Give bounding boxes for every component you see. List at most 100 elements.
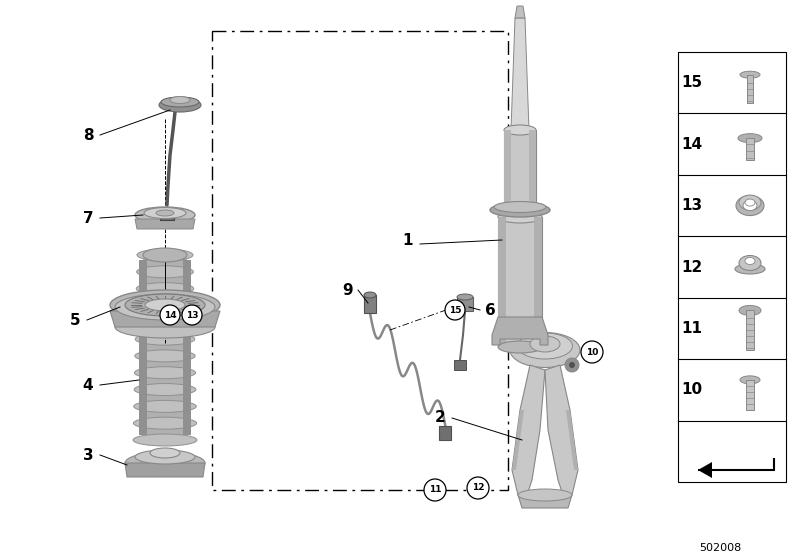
Polygon shape (698, 462, 712, 478)
Bar (746, 138, 754, 160)
Text: 12: 12 (682, 259, 702, 274)
Circle shape (424, 479, 446, 501)
Ellipse shape (494, 202, 546, 212)
Polygon shape (135, 219, 195, 229)
Ellipse shape (125, 452, 205, 474)
Circle shape (581, 341, 603, 363)
Text: 10: 10 (682, 382, 702, 398)
Circle shape (467, 477, 489, 499)
Circle shape (160, 305, 180, 325)
Bar (439, 426, 451, 440)
Bar (678, 52, 786, 482)
Ellipse shape (518, 489, 572, 501)
Bar (160, 210, 174, 220)
Ellipse shape (134, 367, 195, 379)
Text: 12: 12 (472, 483, 484, 492)
Ellipse shape (135, 450, 195, 464)
Ellipse shape (144, 208, 186, 218)
Polygon shape (110, 311, 220, 327)
Ellipse shape (161, 97, 199, 107)
Ellipse shape (510, 333, 580, 367)
Ellipse shape (736, 195, 764, 216)
Polygon shape (518, 495, 572, 508)
Ellipse shape (159, 98, 201, 112)
Polygon shape (125, 463, 205, 477)
Polygon shape (512, 410, 524, 470)
Text: 15: 15 (682, 75, 702, 90)
Ellipse shape (745, 258, 755, 264)
Ellipse shape (136, 300, 194, 311)
Ellipse shape (134, 417, 197, 429)
Circle shape (445, 300, 465, 320)
Ellipse shape (530, 336, 560, 352)
Text: 8: 8 (82, 128, 94, 142)
Text: 9: 9 (342, 282, 354, 297)
Ellipse shape (738, 134, 762, 143)
Polygon shape (512, 365, 545, 498)
Ellipse shape (137, 249, 193, 261)
Ellipse shape (156, 210, 174, 216)
Ellipse shape (739, 255, 761, 270)
Bar (183, 260, 191, 435)
Ellipse shape (135, 333, 195, 345)
Ellipse shape (739, 195, 761, 210)
Ellipse shape (145, 299, 185, 311)
Ellipse shape (170, 96, 190, 104)
Ellipse shape (740, 71, 760, 78)
Text: 10: 10 (586, 348, 598, 357)
Polygon shape (492, 317, 548, 345)
Text: 15: 15 (449, 306, 462, 315)
Ellipse shape (125, 294, 205, 316)
Bar (529, 130, 536, 210)
Bar (498, 217, 506, 347)
Text: 3: 3 (82, 447, 94, 463)
Text: 13: 13 (186, 310, 198, 320)
Ellipse shape (498, 211, 542, 223)
Circle shape (565, 358, 579, 372)
Ellipse shape (135, 350, 195, 362)
Ellipse shape (135, 207, 195, 223)
Ellipse shape (143, 248, 187, 262)
Text: 502008: 502008 (699, 543, 741, 553)
Ellipse shape (115, 294, 215, 320)
Ellipse shape (134, 384, 196, 395)
Ellipse shape (134, 400, 196, 412)
Ellipse shape (740, 376, 760, 384)
Ellipse shape (115, 316, 215, 338)
Text: 11: 11 (682, 321, 702, 336)
Ellipse shape (133, 434, 197, 446)
Polygon shape (566, 410, 578, 470)
Text: 7: 7 (82, 211, 94, 226)
Circle shape (569, 362, 575, 368)
Ellipse shape (735, 264, 765, 274)
Bar (534, 217, 542, 347)
Ellipse shape (110, 290, 220, 320)
Ellipse shape (490, 203, 550, 217)
Ellipse shape (745, 199, 755, 206)
Ellipse shape (135, 316, 194, 328)
Bar (747, 74, 753, 102)
Polygon shape (511, 18, 529, 130)
Polygon shape (545, 365, 578, 498)
Bar (143, 255, 187, 440)
Ellipse shape (743, 200, 757, 211)
Ellipse shape (136, 283, 194, 295)
Bar (504, 130, 536, 210)
Ellipse shape (364, 292, 376, 298)
Ellipse shape (457, 294, 473, 300)
Bar (746, 310, 754, 351)
Bar (746, 380, 754, 410)
Text: 13: 13 (682, 198, 702, 213)
Ellipse shape (739, 305, 761, 315)
Polygon shape (515, 6, 525, 18)
Text: 2: 2 (434, 410, 446, 426)
Ellipse shape (518, 333, 573, 359)
Bar (364, 295, 376, 313)
Bar (498, 217, 542, 347)
Bar (139, 260, 147, 435)
Text: 14: 14 (682, 137, 702, 152)
Text: 1: 1 (402, 232, 414, 248)
Ellipse shape (504, 125, 536, 135)
Text: 5: 5 (70, 312, 80, 328)
Text: 4: 4 (82, 377, 94, 393)
